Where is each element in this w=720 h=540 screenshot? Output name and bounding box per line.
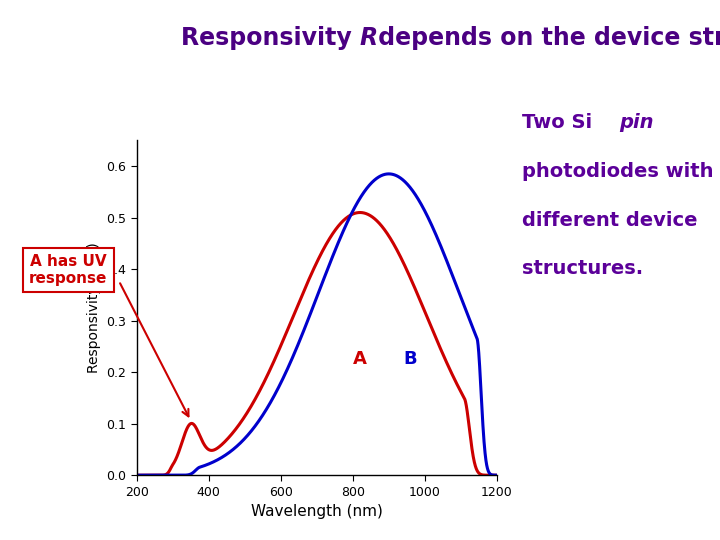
Text: structures.: structures.: [522, 259, 643, 278]
Text: pin: pin: [619, 113, 654, 132]
Text: different device: different device: [522, 211, 698, 229]
Text: B: B: [404, 350, 417, 368]
Text: depends on the device structure: depends on the device structure: [370, 26, 720, 50]
Text: R: R: [360, 26, 378, 50]
Text: Two Si: Two Si: [522, 113, 599, 132]
Text: Responsivity: Responsivity: [181, 26, 360, 50]
Text: photodiodes with: photodiodes with: [522, 162, 714, 181]
Text: A has UV
response: A has UV response: [30, 254, 107, 286]
Text: A: A: [353, 350, 367, 368]
Y-axis label: Responsivity (A/W): Responsivity (A/W): [87, 242, 101, 373]
X-axis label: Wavelength (nm): Wavelength (nm): [251, 504, 383, 519]
